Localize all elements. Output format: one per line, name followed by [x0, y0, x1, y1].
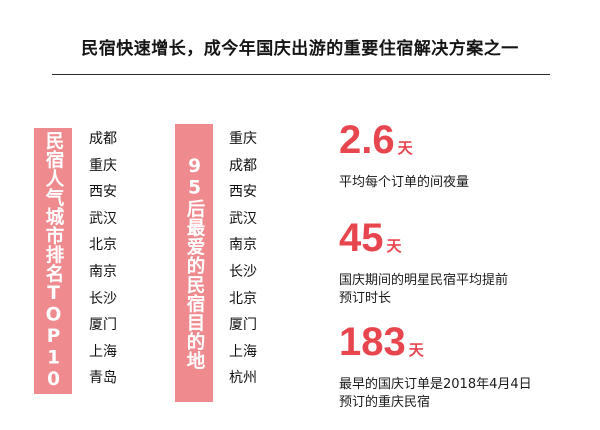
list-item: 杭州 — [229, 370, 257, 387]
stat-value: 45 — [339, 216, 384, 260]
list-item: 青岛 — [89, 370, 117, 387]
top10-cities-list: 成都 重庆 西安 武汉 北京 南京 长沙 厦门 上海 青岛 — [89, 126, 117, 392]
list-item: 南京 — [229, 237, 257, 254]
stat-value-row: 45 天 — [339, 218, 508, 266]
stat-unit: 天 — [408, 341, 424, 359]
stat-value: 183 — [339, 320, 406, 364]
stat-description: 平均每个订单的间夜量 — [339, 174, 469, 192]
list-item: 北京 — [229, 290, 257, 307]
list-item: 南京 — [89, 263, 117, 280]
list-item: 重庆 — [89, 157, 117, 174]
stat-description: 国庆期间的明星民宿平均提前 预订时长 — [339, 272, 508, 308]
stat-description: 最早的国庆订单是2018年4月4日 预订的重庆民宿 — [339, 376, 532, 412]
stat-unit: 天 — [386, 237, 402, 255]
stat-unit: 天 — [397, 139, 413, 157]
list-item: 武汉 — [89, 210, 117, 227]
list-item: 长沙 — [89, 290, 117, 307]
stat-earliest-order: 183 天 最早的国庆订单是2018年4月4日 预订的重庆民宿 — [339, 322, 532, 412]
stat-value-row: 183 天 — [339, 322, 532, 370]
stat-avg-nights: 2.6 天 平均每个订单的间夜量 — [339, 120, 469, 192]
list-item: 成都 — [89, 131, 117, 147]
stat-value-row: 2.6 天 — [339, 120, 469, 168]
top10-cities-banner: 民宿人气城市排名TOP10 — [34, 128, 72, 394]
list-item: 上海 — [229, 343, 257, 360]
list-item: 长沙 — [229, 263, 257, 280]
stat-description-line: 平均每个订单的间夜量 — [339, 175, 470, 190]
list-item: 厦门 — [229, 317, 257, 334]
stat-advance-booking: 45 天 国庆期间的明星民宿平均提前 预订时长 — [339, 218, 508, 308]
list-item: 成都 — [229, 157, 257, 174]
list-item: 北京 — [89, 237, 117, 254]
stat-description-line: 国庆期间的明星民宿平均提前 — [339, 273, 509, 288]
post95-destinations-list: 重庆 成都 西安 武汉 南京 长沙 北京 厦门 上海 杭州 — [229, 126, 257, 392]
list-item: 武汉 — [229, 210, 257, 227]
page-title: 民宿快速增长，成今年国庆出游的重要住宿解决方案之一 — [81, 39, 519, 59]
stat-description-line: 预订时长 — [339, 291, 392, 306]
stat-value: 2.6 — [339, 118, 395, 162]
list-item: 厦门 — [89, 317, 117, 334]
post95-destinations-banner: 95后最爱的民宿目的地 — [175, 124, 213, 402]
stat-description-line: 最早的国庆订单是2018年4月4日 — [339, 377, 532, 392]
title-divider — [52, 74, 550, 75]
stat-description-line: 预订的重庆民宿 — [339, 395, 431, 410]
list-item: 上海 — [89, 343, 117, 360]
list-item: 西安 — [89, 184, 117, 201]
list-item: 西安 — [229, 184, 257, 201]
list-item: 重庆 — [229, 131, 257, 147]
